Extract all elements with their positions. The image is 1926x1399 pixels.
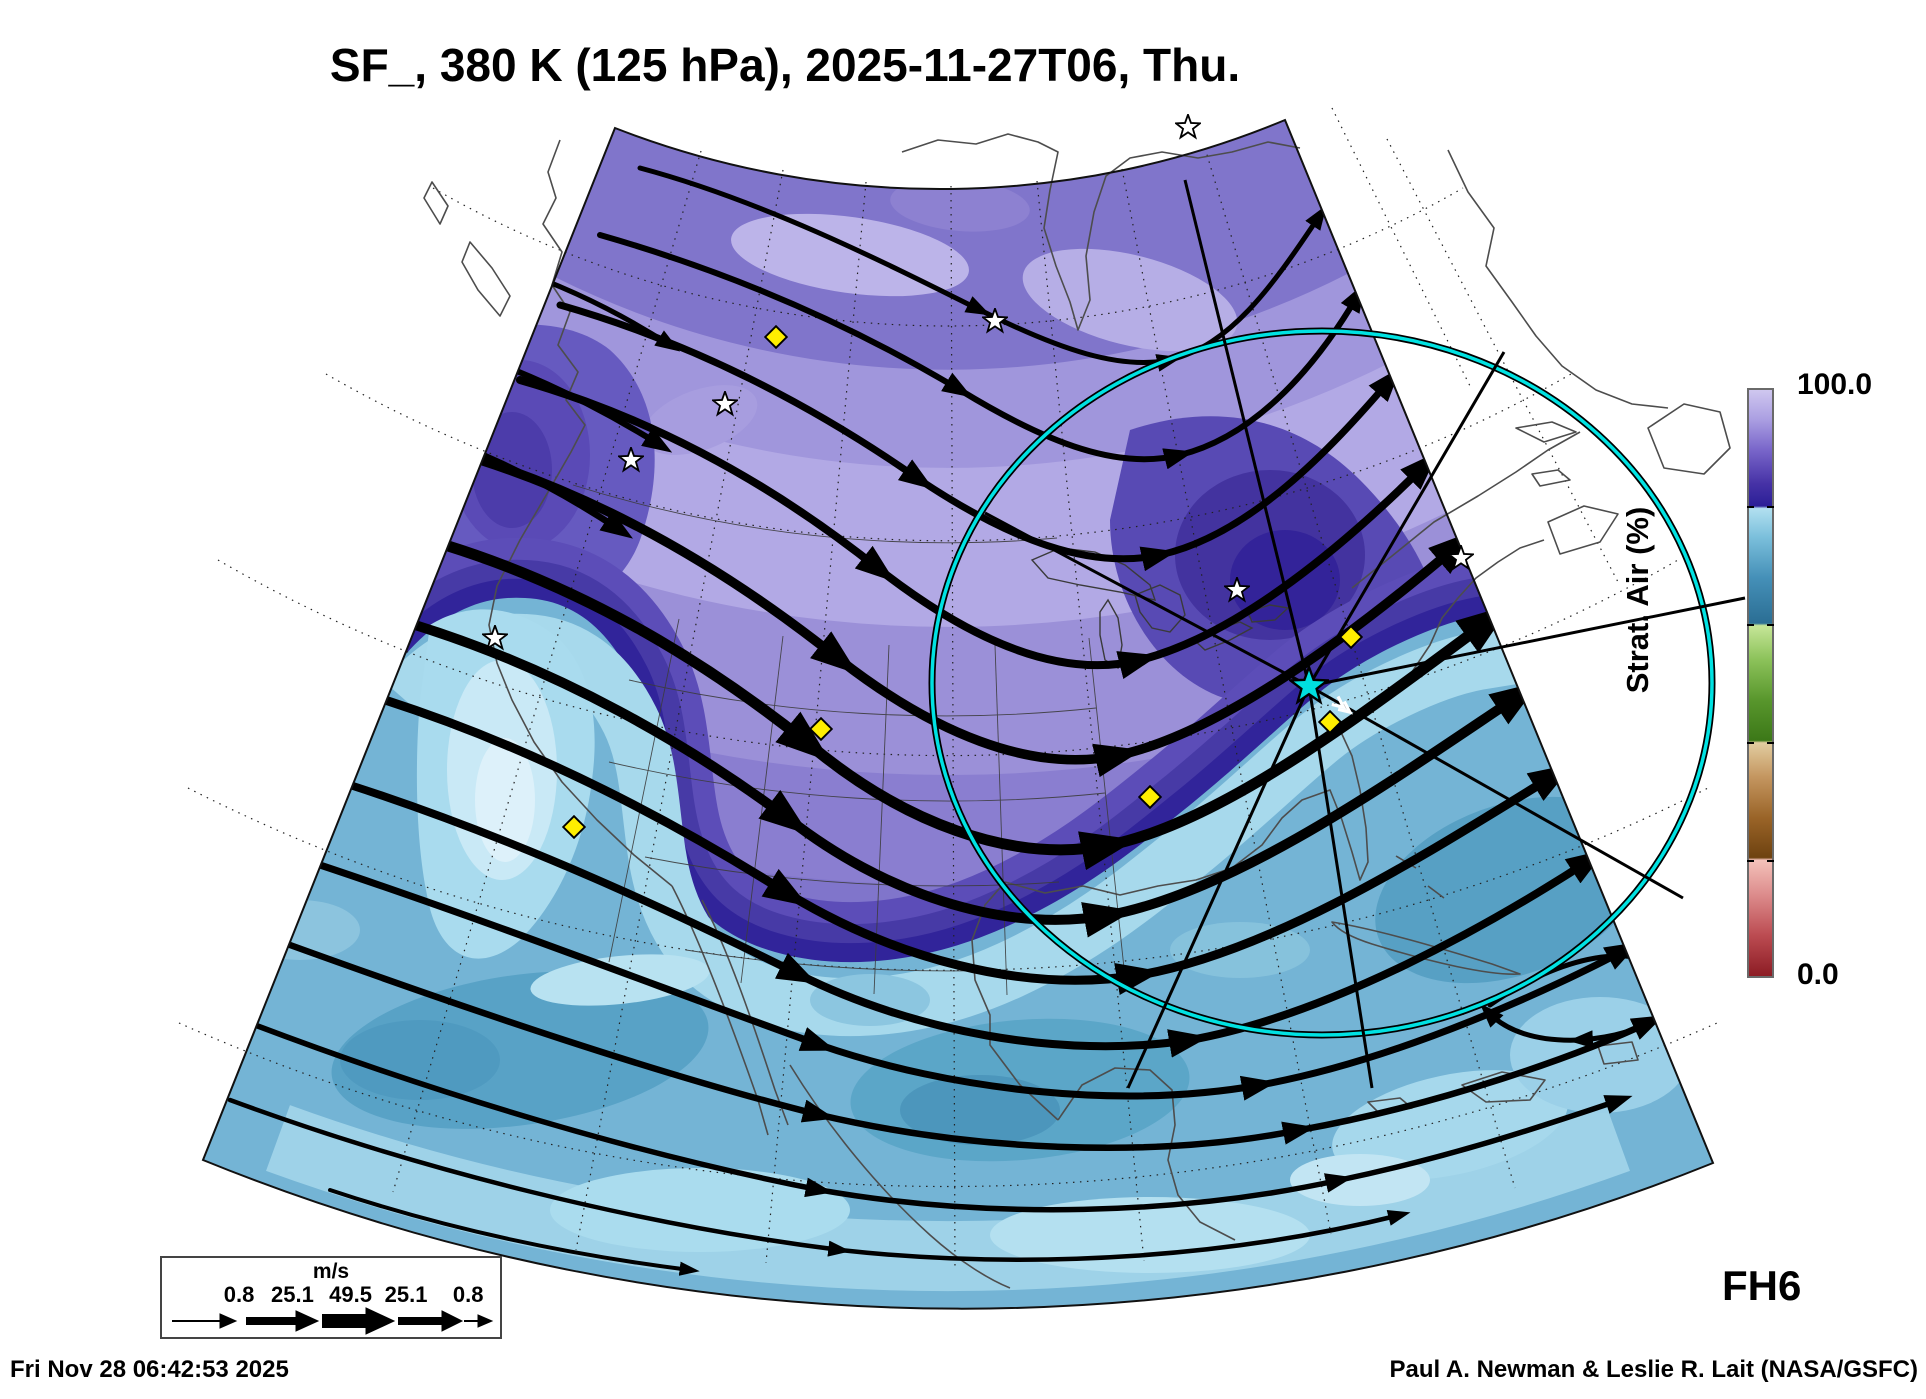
timestamp: Fri Nov 28 06:42:53 2025 [10, 1356, 289, 1383]
range-ring [928, 327, 1716, 1039]
colorbar-tick [1747, 742, 1754, 744]
map-fan-border [201, 118, 1715, 1310]
colorbar-tick [1767, 624, 1774, 626]
colorbar-tick [1747, 624, 1754, 626]
trajectory-line [984, 511, 1310, 688]
range-ring-circle [930, 329, 1714, 1037]
city-star-marker [1175, 114, 1201, 139]
page-title: SF_, 380 K (125 hPa), 2025-11-27T06, Thu… [329, 39, 1241, 91]
colorbar-tick [1747, 860, 1754, 862]
trajectory-line [1307, 685, 1374, 1089]
wind-legend-arrow-scale [172, 1307, 494, 1335]
colorbar-tick [1767, 742, 1774, 744]
wind-legend-value: 25.1 [271, 1282, 314, 1307]
wind-legend-unit: m/s [312, 1260, 350, 1283]
white-arrow-marker [1331, 695, 1353, 715]
trajectory-line [1308, 684, 1684, 900]
trajectory-lines [984, 179, 1746, 1089]
wind-legend-value: 49.5 [329, 1282, 373, 1307]
colorbar-min-label: 0.0 [1797, 958, 1839, 991]
wind-streamlines [227, 165, 1678, 1276]
colorbar-tick [1767, 506, 1774, 508]
colorbar-tick [1747, 506, 1754, 508]
colorbar-title: Strat. Air (%) [1620, 506, 1655, 694]
colorbar-max-label: 100.0 [1797, 368, 1873, 401]
wind-legend-value: 0.8 [452, 1282, 484, 1307]
colorbar-tick [1767, 860, 1774, 862]
trajectory-line [1126, 685, 1311, 1089]
wind-speed-legend: m/s 0.8 25.1 49.5 25.1 0.8 [160, 1256, 502, 1339]
trajectory-line [1183, 179, 1311, 687]
trajectory-line [1307, 351, 1506, 687]
credit: Paul A. Newman & Leslie R. Lait (NASA/GS… [1389, 1356, 1918, 1383]
colorbar [1747, 388, 1774, 978]
trajectory-line [1308, 596, 1746, 688]
forecast-hour-label: FH6 [1722, 1262, 1802, 1309]
map-markers [482, 114, 1474, 839]
wind-legend-value: 25.1 [384, 1282, 428, 1307]
wind-legend-value: 0.8 [223, 1282, 255, 1307]
